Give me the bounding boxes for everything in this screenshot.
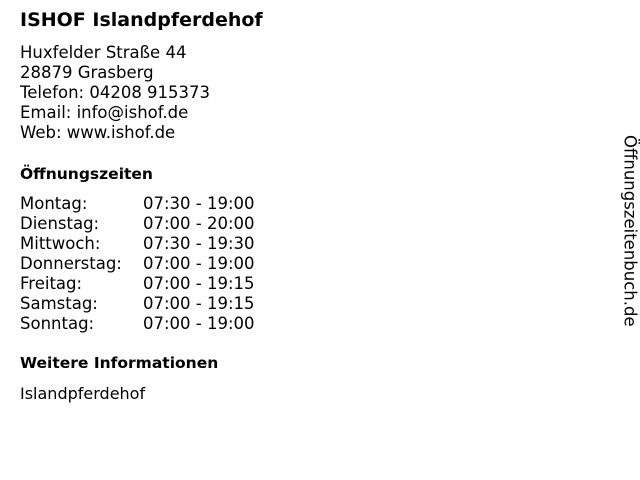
hours-row: Dienstag: 07:00 - 20:00 — [20, 214, 255, 234]
hours-table: Montag: 07:30 - 19:00 Dienstag: 07:00 - 20… — [20, 194, 255, 334]
time: 07:00 - 19:00 — [143, 314, 255, 333]
day: Sonntag: — [20, 314, 95, 333]
hours-row: Sonntag: 07:00 - 19:00 — [20, 314, 255, 334]
phone: Telefon: 04208 915373 — [20, 83, 211, 102]
day: Freitag: — [20, 274, 83, 293]
day: Dienstag: — [20, 214, 100, 233]
hours-row: Donnerstag: 07:00 - 19:00 — [20, 254, 255, 274]
hours-row: Freitag: 07:00 - 19:15 — [20, 274, 255, 294]
page-title: ISHOF Islandpferdehof — [20, 9, 263, 31]
info-heading: Weitere Informationen — [20, 354, 219, 372]
time: 07:00 - 19:00 — [143, 254, 255, 273]
time: 07:00 - 19:15 — [143, 294, 255, 313]
day: Donnerstag: — [20, 254, 122, 273]
info-text: Islandpferdehof — [20, 384, 146, 403]
address-block: Huxfelder Straße 44 28879 Grasberg Telef… — [20, 43, 210, 143]
time: 07:30 - 19:00 — [143, 194, 255, 213]
website: Web: www.ishof.de — [20, 123, 176, 142]
day: Samstag: — [20, 294, 98, 313]
time: 07:30 - 19:30 — [143, 234, 255, 253]
hours-row: Samstag: 07:00 - 19:15 — [20, 294, 255, 314]
day: Mittwoch: — [20, 234, 101, 253]
side-brand: Öffnungszeitenbuch.de — [620, 135, 640, 327]
hours-row: Mittwoch: 07:30 - 19:30 — [20, 234, 255, 254]
day: Montag: — [20, 194, 88, 213]
city: 28879 Grasberg — [20, 63, 154, 82]
hours-heading: Öffnungszeiten — [20, 165, 153, 183]
street: Huxfelder Straße 44 — [20, 43, 187, 62]
time: 07:00 - 19:15 — [143, 274, 255, 293]
time: 07:00 - 20:00 — [143, 214, 255, 233]
hours-row: Montag: 07:30 - 19:00 — [20, 194, 255, 214]
email: Email: info@ishof.de — [20, 103, 189, 122]
